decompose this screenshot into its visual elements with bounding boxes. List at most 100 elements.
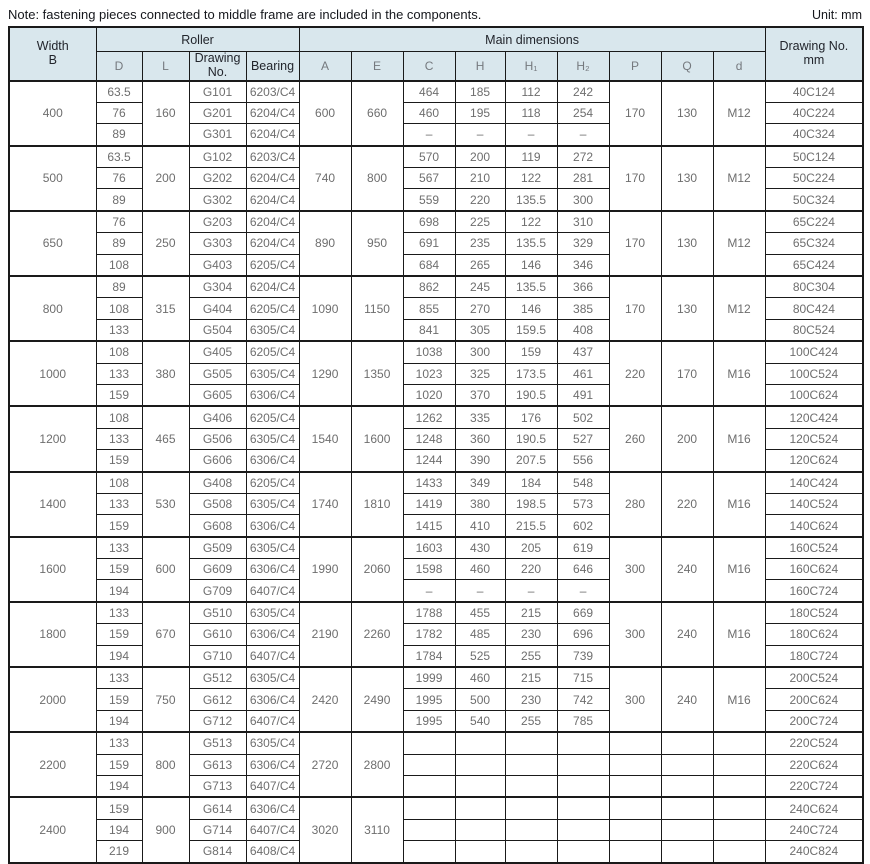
dim-c-cell: 862: [402, 275, 456, 299]
col-header-e: E: [350, 51, 404, 81]
bearing-cell: 6407/C4: [245, 579, 300, 603]
drawing-no-cell: G405: [188, 340, 247, 364]
dim-d-thread-cell: M12: [712, 144, 766, 212]
dim-c-cell: [402, 731, 456, 755]
bearing-cell: 6306/C4: [245, 558, 300, 581]
dim-h1-cell: 173.5: [504, 362, 558, 385]
drawing-no-mm-cell: 80C524: [764, 318, 864, 342]
dim-h2-cell: 619: [556, 535, 610, 560]
drawing-no-cell: G509: [188, 535, 247, 560]
width-b-cell: 500: [8, 144, 97, 212]
dim-a-cell: 1740: [298, 470, 352, 538]
dim-e-cell: 1150: [350, 275, 404, 342]
dim-h-cell: 235: [454, 232, 506, 255]
dim-h-cell: 185: [454, 79, 506, 103]
dim-h1-cell: 146: [504, 253, 558, 277]
dim-q-cell: 170: [660, 340, 714, 407]
dim-h1-cell: 215: [504, 666, 558, 690]
roller-l-cell: 670: [141, 600, 190, 668]
dim-q-cell: [660, 796, 714, 820]
dim-c-cell: 567: [402, 167, 456, 190]
dim-h1-cell: 198.5: [504, 492, 558, 516]
dim-h1-cell: 135.5: [504, 232, 558, 255]
table-body: 400 63.5 160 G101 6203/C4 600 660 464 185 112 242 1…: [8, 79, 864, 864]
dim-h-cell: 349: [454, 470, 506, 494]
bearing-cell: 6205/C4: [245, 297, 300, 320]
dim-e-cell: 2490: [350, 666, 404, 733]
dim-h-cell: 525: [454, 644, 506, 668]
table-row: 1000 108 380 G405 6205/C4 1290 1350 1038 300 159 4…: [8, 340, 864, 407]
dim-h-cell: 460: [454, 666, 506, 690]
bearing-cell: 6407/C4: [245, 709, 300, 733]
drawing-no-cell: G714: [188, 818, 247, 842]
dim-c-cell: 684: [402, 253, 456, 277]
dim-h2-cell: 272: [556, 144, 610, 169]
drawing-no-mm-cell: 200C624: [764, 688, 864, 711]
dim-h1-cell: 190.5: [504, 383, 558, 407]
width-b-cell: 2400: [8, 796, 97, 864]
roller-d-cell: 108: [95, 470, 143, 494]
roller-d-cell: 194: [95, 579, 143, 603]
dim-h2-cell: 646: [556, 558, 610, 581]
dim-h1-cell: 220: [504, 558, 558, 581]
dim-h1-cell: [504, 775, 558, 798]
roller-d-cell: 133: [95, 666, 143, 690]
dim-h1-cell: 176: [504, 405, 558, 429]
dim-c-cell: 1995: [402, 709, 456, 733]
bearing-cell: 6205/C4: [245, 253, 300, 277]
dim-p-cell: 170: [608, 144, 662, 212]
dim-h-cell: 335: [454, 405, 506, 429]
dim-q-cell: [660, 753, 714, 777]
dim-h2-cell: [556, 840, 610, 864]
roller-d-cell: 63.5: [95, 79, 143, 103]
dim-c-cell: [402, 840, 456, 864]
width-b-cell: 1600: [8, 535, 97, 603]
drawing-no-mm-cell: 40C224: [764, 101, 864, 125]
roller-d-cell: 108: [95, 297, 143, 320]
drawing-no-mm-cell: 180C724: [764, 644, 864, 668]
dim-h-cell: [454, 796, 506, 820]
roller-d-cell: 133: [95, 318, 143, 342]
dim-h2-cell: 602: [556, 514, 610, 538]
bearing-cell: 6408/C4: [245, 840, 300, 864]
dim-d-thread-cell: M16: [712, 340, 766, 407]
bearing-cell: 6203/C4: [245, 79, 300, 103]
drawing-no-cell: G505: [188, 362, 247, 385]
bearing-cell: 6305/C4: [245, 535, 300, 560]
dim-h-cell: [454, 775, 506, 798]
bearing-cell: 6204/C4: [245, 209, 300, 234]
roller-l-cell: 315: [141, 275, 190, 342]
dim-h2-cell: 310: [556, 209, 610, 234]
dim-c-cell: –: [402, 579, 456, 603]
dim-h1-cell: 135.5: [504, 275, 558, 299]
drawing-no-mm-cell: 65C424: [764, 253, 864, 277]
dim-a-cell: 1990: [298, 535, 352, 603]
drawing-no-cell: G712: [188, 709, 247, 733]
roller-d-cell: 89: [95, 188, 143, 212]
dim-h1-cell: 119: [504, 144, 558, 169]
width-b-cell: 1400: [8, 470, 97, 538]
col-header-bearing: Bearing: [245, 51, 300, 81]
bearing-cell: 6305/C4: [245, 318, 300, 342]
table-row: 159 G609 6306/C4 1598 460 220 646 160C624: [9, 558, 864, 581]
roller-d-cell: 133: [95, 492, 143, 516]
drawing-no-mm-cell: 140C424: [764, 470, 864, 494]
col-header-width-b: Width B: [8, 26, 97, 81]
width-b-cell: 1800: [8, 600, 97, 668]
drawing-no-cell: G301: [188, 123, 247, 147]
bearing-cell: 6305/C4: [245, 600, 300, 625]
dim-q-cell: 200: [660, 405, 714, 473]
roller-d-cell: 89: [95, 232, 143, 255]
table-row: 194 G713 6407/C4 220C724: [9, 775, 864, 798]
table-row: 219 G814 6408/C4 240C824: [9, 840, 864, 864]
col-header-drawing-no: Drawing No.: [188, 51, 247, 81]
dim-c-cell: 691: [402, 232, 456, 255]
bearing-cell: 6204/C4: [245, 167, 300, 190]
dim-p-cell: 170: [608, 79, 662, 147]
table-row: 76 G202 6204/C4 567 210 122 281 50C224: [9, 167, 864, 190]
topbar: Note: fastening pieces connected to midd…: [8, 5, 862, 26]
drawing-no-cell: G713: [188, 775, 247, 798]
drawing-no-cell: G609: [188, 558, 247, 581]
drawing-no-mm-cell: 180C524: [764, 600, 864, 625]
dim-d-thread-cell: M16: [712, 535, 766, 603]
